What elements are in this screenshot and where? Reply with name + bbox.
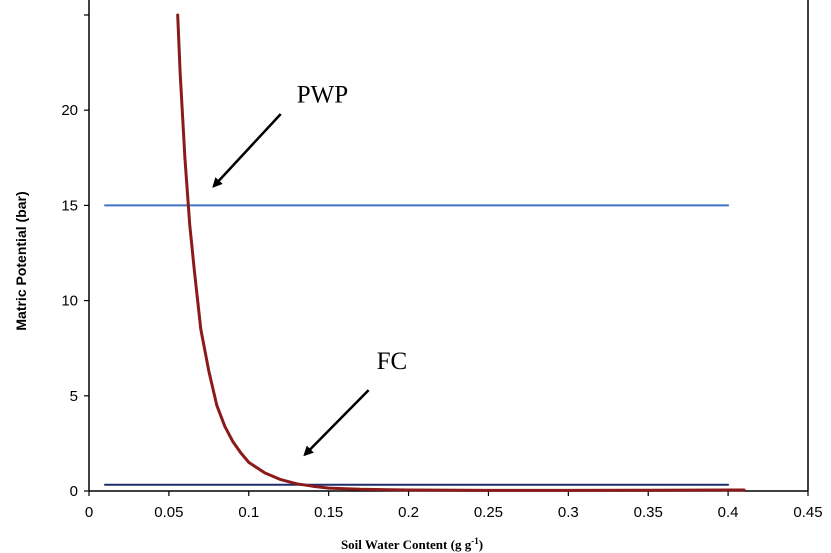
x-axis-ticks: 0 0.05 0.1 0.15 0.2 0.25 0.3 0.35 0.4 0.45 — [85, 491, 823, 521]
x-axis-title-close: ) — [479, 537, 483, 552]
x-tick-label: 0.15 — [314, 504, 343, 521]
x-tick-label: 0.45 — [793, 504, 822, 521]
fc-label: FC — [377, 348, 408, 375]
x-tick-label: 0.35 — [634, 504, 663, 521]
x-tick-label: 0.3 — [558, 504, 579, 521]
x-axis-title-superscript: -1 — [471, 536, 479, 546]
plot-frame — [88, 0, 809, 492]
annotation-layer: PWP FC — [212, 82, 408, 457]
x-axis-title-main: Soil Water Content (g g — [341, 537, 472, 552]
x-tick-label: 0.05 — [154, 504, 183, 521]
y-tick-label: 20 — [61, 102, 78, 119]
y-axis-ticks: 0 5 10 15 20 — [61, 14, 89, 500]
y-tick-label: 15 — [61, 197, 78, 214]
fc-arrow — [303, 389, 370, 457]
pwp-arrow — [212, 113, 282, 188]
series-layer — [104, 13, 746, 492]
x-tick-label: 0.1 — [238, 504, 259, 521]
x-tick-label: 0.4 — [718, 504, 739, 521]
y-tick-label: 10 — [61, 293, 78, 310]
y-axis-title: Matric Potential (bar) — [13, 191, 29, 330]
x-tick-label: 0.2 — [398, 504, 419, 521]
y-tick-label: 5 — [70, 388, 78, 405]
x-axis-title: Soil Water Content (g g-1) — [341, 536, 483, 552]
x-tick-label: 0.25 — [474, 504, 503, 521]
pwp-label: PWP — [297, 82, 348, 109]
x-tick-label: 0 — [85, 504, 93, 521]
y-tick-label: 0 — [70, 483, 78, 500]
retention-curve-line — [176, 13, 746, 492]
